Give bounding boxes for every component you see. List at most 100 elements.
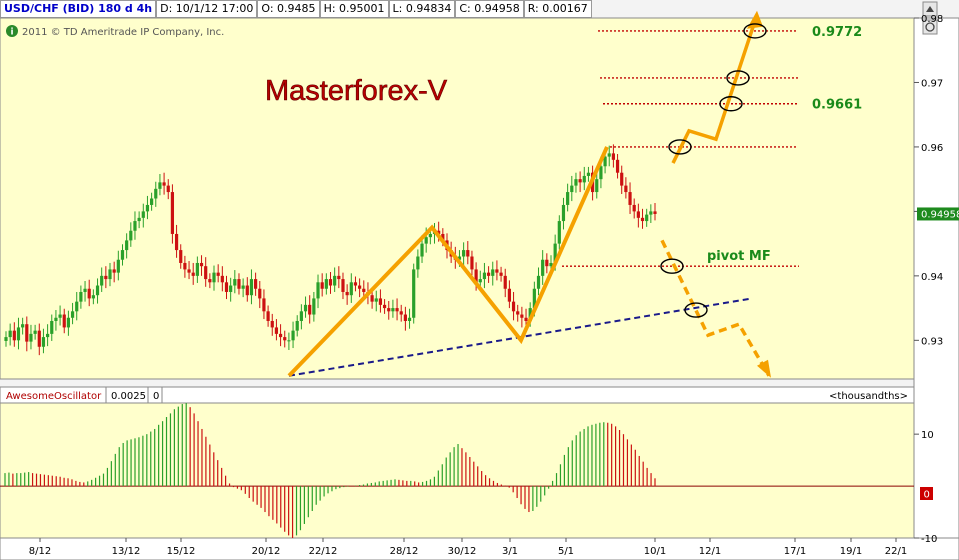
candle-body <box>25 324 29 342</box>
candle-body <box>341 279 345 292</box>
price-tick-label: 0.93 <box>921 336 943 347</box>
candle-body <box>212 272 216 283</box>
candle-body <box>632 204 636 212</box>
time-tick-label: 19/1 <box>840 546 862 557</box>
candle-body <box>283 337 287 341</box>
symbol-label[interactable]: USD/CHF (BID) 180 d 4h <box>0 0 157 18</box>
candle-body <box>179 250 183 263</box>
candle-body <box>416 256 420 270</box>
time-tick-label: 17/1 <box>784 546 806 557</box>
oscillator-panel[interactable] <box>0 402 915 539</box>
quote-header: USD/CHF (BID) 180 d 4h D: 10/1/12 17:00 … <box>0 0 592 18</box>
candle-body <box>387 308 391 312</box>
chevron-up-icon <box>926 6 934 12</box>
candle-body <box>520 314 524 318</box>
candle-body <box>624 185 628 193</box>
candle-body <box>636 211 640 218</box>
candle-body <box>291 330 295 341</box>
time-tick-label: 15/12 <box>167 546 196 557</box>
candle-body <box>370 295 374 302</box>
candle-body <box>104 275 108 280</box>
candle-body <box>578 179 582 183</box>
zoom-toggle-button[interactable] <box>922 19 938 35</box>
candle-body <box>333 275 337 286</box>
candle-body <box>125 240 129 251</box>
candle-body <box>362 288 366 292</box>
candle-body <box>615 159 620 173</box>
oscillator-axis-ticks: 10 -10 <box>914 430 937 545</box>
time-tick-label: 3/1 <box>502 546 518 557</box>
price-panel[interactable] <box>0 17 915 380</box>
info-icon <box>6 25 18 37</box>
time-axis <box>0 537 959 560</box>
candle-body <box>374 298 378 302</box>
time-tick-label: 10/1 <box>644 546 666 557</box>
scroll-up-button[interactable] <box>922 1 938 17</box>
date-readout: D: 10/1/12 17:00 <box>156 0 258 18</box>
candle-body <box>303 304 308 312</box>
candle-body <box>287 340 291 342</box>
time-tick-label: 20/12 <box>252 546 281 557</box>
candle-body <box>428 233 432 238</box>
candle-body <box>599 166 603 180</box>
candle-body <box>37 330 41 347</box>
candle-body <box>216 272 220 276</box>
candle-body <box>424 237 428 244</box>
candle-body <box>12 330 16 341</box>
price-tick-label: 0.97 <box>921 78 943 89</box>
candle-body <box>528 308 532 321</box>
candle-body <box>328 279 333 286</box>
candle-body <box>495 269 499 273</box>
svg-text:i: i <box>11 28 14 38</box>
candle-body <box>482 272 487 280</box>
time-tick-label: 12/1 <box>699 546 721 557</box>
candle-body <box>129 230 133 241</box>
candle-body <box>66 317 71 328</box>
candle-body <box>46 333 50 338</box>
price-axis <box>913 17 959 539</box>
candle-body <box>645 214 649 222</box>
candle-body <box>524 317 528 321</box>
level-marker-ellipse <box>719 96 743 112</box>
candle-body <box>378 298 383 305</box>
candle-body <box>545 259 549 267</box>
candle-body <box>116 259 120 273</box>
candle-body <box>358 285 362 289</box>
open-readout: O: 0.9485 <box>257 0 320 18</box>
candle-body <box>474 269 478 283</box>
watermark-title: Masterforex-V <box>265 75 448 107</box>
candle-body <box>133 221 137 231</box>
candle-body <box>266 311 270 321</box>
candle-body <box>391 308 395 312</box>
time-tick-label: 28/12 <box>390 546 419 557</box>
level-label: 0.9661 <box>812 98 862 113</box>
candle-body <box>308 304 312 315</box>
candle-body <box>75 301 79 312</box>
candle-body <box>108 269 112 280</box>
magnifier-icon <box>925 22 935 32</box>
candle-body <box>486 272 491 276</box>
candle-body <box>653 211 657 214</box>
candle-body <box>137 217 141 222</box>
candle-body <box>29 333 33 342</box>
candle-body <box>395 308 399 312</box>
time-tick-label: 5/1 <box>558 546 574 557</box>
oscillator-name[interactable]: AwesomeOscillator <box>6 391 102 402</box>
candle-body <box>582 175 586 183</box>
level-label: pivot MF <box>707 249 771 264</box>
candle-body <box>553 243 557 263</box>
price-levels: 0.9772 0.9661 pivot MF <box>562 25 862 267</box>
candle-body <box>95 285 100 296</box>
time-tick-label: 22/12 <box>309 546 338 557</box>
candle-body <box>470 256 474 270</box>
oscillator-zero-tag: 0 <box>920 487 933 501</box>
candle-body <box>120 250 125 260</box>
close-readout: C: 0.94958 <box>455 0 524 18</box>
candle-body <box>70 311 75 318</box>
candle-body <box>595 179 599 193</box>
candle-body <box>316 282 320 299</box>
candle-body <box>312 298 316 315</box>
candle-body <box>278 333 283 338</box>
candle-body <box>204 266 208 280</box>
candle-body <box>199 262 204 267</box>
